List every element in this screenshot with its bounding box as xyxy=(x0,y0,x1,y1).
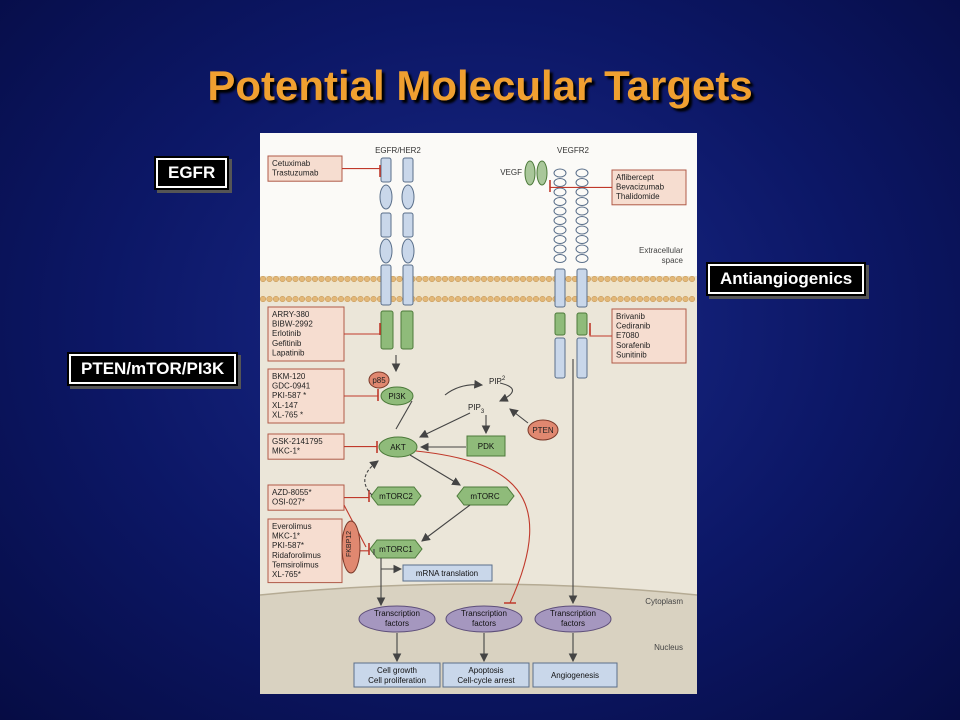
extracellular-label-1: Extracellular xyxy=(639,246,683,255)
drug-name: Cediranib xyxy=(616,322,651,331)
cytoplasm-label: Cytoplasm xyxy=(645,597,683,606)
drug-name: Aflibercept xyxy=(616,173,655,182)
pten-mtor-pi3k-label: PTEN/mTOR/PI3K xyxy=(69,354,237,384)
slide-title: Potential Molecular Targets xyxy=(207,62,753,109)
drug-name: XL-765 * xyxy=(272,410,303,419)
signaling-pathway-diagram: Extracellular space Cytoplasm Nucleus EG… xyxy=(259,133,698,694)
drug-name: Cetuximab xyxy=(272,159,311,168)
cell-cycle-arrest-label: Cell-cycle arrest xyxy=(457,676,515,685)
drug-name: MKC-1* xyxy=(272,447,300,456)
tf-label-line1: Transcription xyxy=(374,609,420,618)
drug-box-egfr-tki: ARRY-380BIBW-2992ErlotinibGefitinibLapat… xyxy=(267,306,381,362)
drug-name: XL-765* xyxy=(272,570,301,579)
drug-name: PKI-587 * xyxy=(272,391,306,400)
mrna-translation-node: mRNA translation xyxy=(416,569,478,578)
vegf-ligand xyxy=(524,160,548,186)
egfr-her2-label: EGFR/HER2 xyxy=(375,146,421,155)
pip2-label: PIP2 xyxy=(489,376,506,386)
pi3k-node: PI3K xyxy=(388,392,406,401)
tf-label-line2: factors xyxy=(385,619,409,628)
cell-growth-label: Cell growth xyxy=(377,666,417,675)
drug-name: Everolimus xyxy=(272,522,312,531)
p85-node: p85 xyxy=(372,376,386,385)
mtorc2-node: mTORC2 xyxy=(379,492,413,501)
mtorc1-node: mTORC1 xyxy=(379,545,413,554)
drug-name: Bevacizumab xyxy=(616,183,665,192)
apoptosis-label: Apoptosis xyxy=(468,666,503,675)
activation-arrows xyxy=(364,355,578,663)
fkbp12-node: FKBP12 xyxy=(346,531,353,557)
vegfr2-label: VEGFR2 xyxy=(557,146,590,155)
akt-node: AKT xyxy=(390,443,406,452)
drug-name: XL-147 xyxy=(272,401,298,410)
tf-label-line2: factors xyxy=(472,619,496,628)
drug-name: ARRY-380 xyxy=(272,310,310,319)
antiangiogenics-label: Antiangiogenics xyxy=(708,264,865,294)
drug-name: Ridaforolimus xyxy=(272,551,321,560)
egfr-label: EGFR xyxy=(156,158,228,188)
drug-name: Temsirolimus xyxy=(272,560,319,569)
pathway-nodes: p85 PI3K PIP2 PIP3 PTEN AKT PDK mTORC2 m… xyxy=(341,371,559,582)
drug-name: Gefitinib xyxy=(272,339,302,348)
akt-inhibition-line xyxy=(415,450,531,604)
drug-name: MKC-1* xyxy=(272,532,300,541)
drug-name: BIBW-2992 xyxy=(272,320,313,329)
nucleus-label: Nucleus xyxy=(654,643,683,652)
drug-name: GDC-0941 xyxy=(272,382,311,391)
drug-name: Sorafenib xyxy=(616,341,651,350)
angiogenesis-label: Angiogenesis xyxy=(551,671,599,680)
cell-proliferation-label: Cell proliferation xyxy=(368,676,426,685)
vegfr2-receptor xyxy=(553,168,589,379)
egfr-her2-receptor xyxy=(379,157,415,350)
pdk-node: PDK xyxy=(478,442,495,451)
drug-name: Trastuzumab xyxy=(272,169,319,178)
extracellular-label-2: space xyxy=(662,256,684,265)
cell-membrane xyxy=(260,275,697,302)
mtorc-node: mTORC xyxy=(470,492,499,501)
vegf-label: VEGF xyxy=(500,168,522,177)
pip3-label: PIP3 xyxy=(468,403,485,415)
tf-label-line1: Transcription xyxy=(550,609,596,618)
drug-name: GSK-2141795 xyxy=(272,437,323,446)
tf-label-line2: factors xyxy=(561,619,585,628)
pten-node: PTEN xyxy=(532,426,554,435)
drug-name: Thalidomide xyxy=(616,192,660,201)
drug-name: BKM-120 xyxy=(272,372,306,381)
outcome-boxes: Cell growth Cell proliferation Apoptosis… xyxy=(353,662,618,688)
drug-name: Brivanib xyxy=(616,312,645,321)
drug-name: Sunitinib xyxy=(616,350,647,359)
drug-name: PKI-587* xyxy=(272,541,304,550)
drug-name: Erlotinib xyxy=(272,329,301,338)
drug-name: Lapatinib xyxy=(272,348,305,357)
drug-box-mtorc-inhibitors: AZD-8055*OSI-027* xyxy=(267,484,370,511)
tf-label-line1: Transcription xyxy=(461,609,507,618)
drug-name: E7080 xyxy=(616,331,640,340)
drug-name: AZD-8055* xyxy=(272,488,312,497)
drug-name: OSI-027* xyxy=(272,498,305,507)
